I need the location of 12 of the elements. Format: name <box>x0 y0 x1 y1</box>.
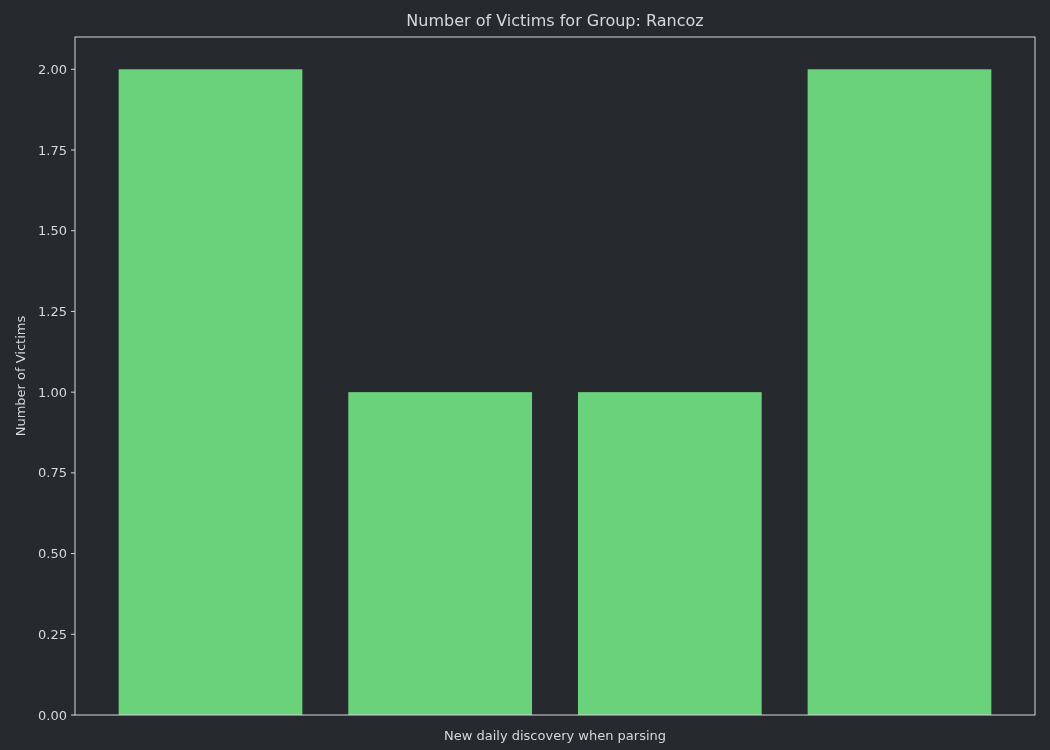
y-axis-title: Number of Victims <box>13 315 28 437</box>
y-tick-label: 0.00 <box>38 707 67 723</box>
y-tick-label: 1.25 <box>38 303 67 319</box>
y-tick-label: 0.25 <box>38 626 67 642</box>
y-tick-label: 1.00 <box>38 384 67 400</box>
y-tick-label: 0.50 <box>38 546 67 562</box>
chart-title: Number of Victims for Group: Rancoz <box>406 11 704 30</box>
y-tick-label: 2.00 <box>38 61 67 77</box>
y-tick-label: 0.75 <box>38 465 67 481</box>
y-tick-label: 1.50 <box>38 223 67 239</box>
y-tick-label: 1.75 <box>38 142 67 158</box>
x-axis-title: New daily discovery when parsing <box>443 728 667 743</box>
